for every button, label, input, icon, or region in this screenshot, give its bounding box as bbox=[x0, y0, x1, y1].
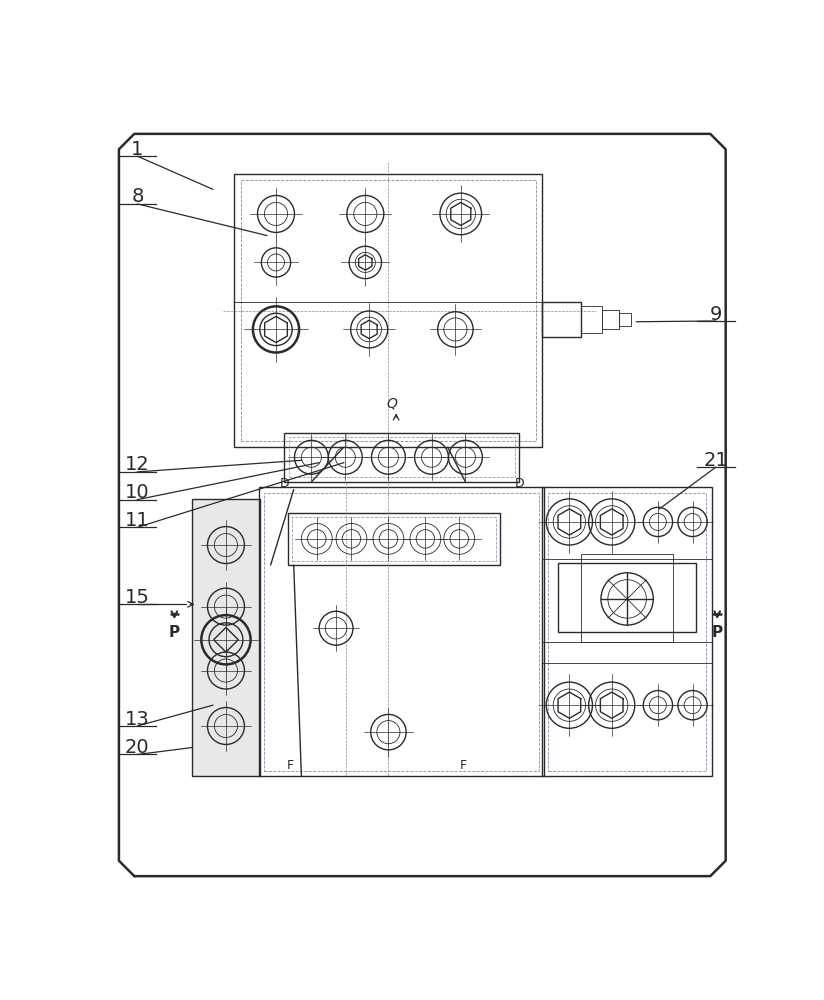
Text: F: F bbox=[286, 759, 293, 772]
Bar bbox=[288, 513, 500, 565]
Text: 12: 12 bbox=[125, 455, 150, 474]
Bar bbox=[548, 493, 706, 771]
Text: 10: 10 bbox=[125, 483, 150, 502]
Text: P: P bbox=[712, 625, 723, 640]
Bar bbox=[581, 554, 673, 642]
Text: F: F bbox=[460, 759, 466, 772]
Text: 8: 8 bbox=[131, 188, 143, 207]
Text: D: D bbox=[279, 477, 289, 490]
Text: Q: Q bbox=[386, 396, 397, 410]
Bar bbox=[192, 499, 260, 776]
Text: 9: 9 bbox=[709, 305, 722, 324]
Bar bbox=[293, 517, 496, 561]
Bar bbox=[284, 433, 519, 482]
Bar bbox=[602, 310, 620, 329]
Text: 13: 13 bbox=[125, 710, 150, 729]
Bar bbox=[581, 306, 602, 333]
Text: D: D bbox=[514, 477, 524, 490]
Bar bbox=[542, 487, 712, 776]
Bar bbox=[558, 563, 696, 632]
Text: 21: 21 bbox=[704, 451, 728, 470]
Bar bbox=[289, 437, 515, 477]
Text: 1: 1 bbox=[131, 140, 143, 159]
Bar bbox=[192, 499, 260, 776]
Text: 11: 11 bbox=[125, 511, 150, 530]
Text: 15: 15 bbox=[125, 588, 150, 607]
Bar bbox=[241, 180, 536, 441]
Text: P: P bbox=[169, 625, 180, 640]
Bar bbox=[234, 174, 542, 447]
Bar bbox=[265, 493, 539, 771]
Bar bbox=[542, 302, 581, 337]
Text: 20: 20 bbox=[125, 738, 150, 757]
Bar bbox=[620, 313, 631, 326]
Bar bbox=[259, 487, 544, 776]
